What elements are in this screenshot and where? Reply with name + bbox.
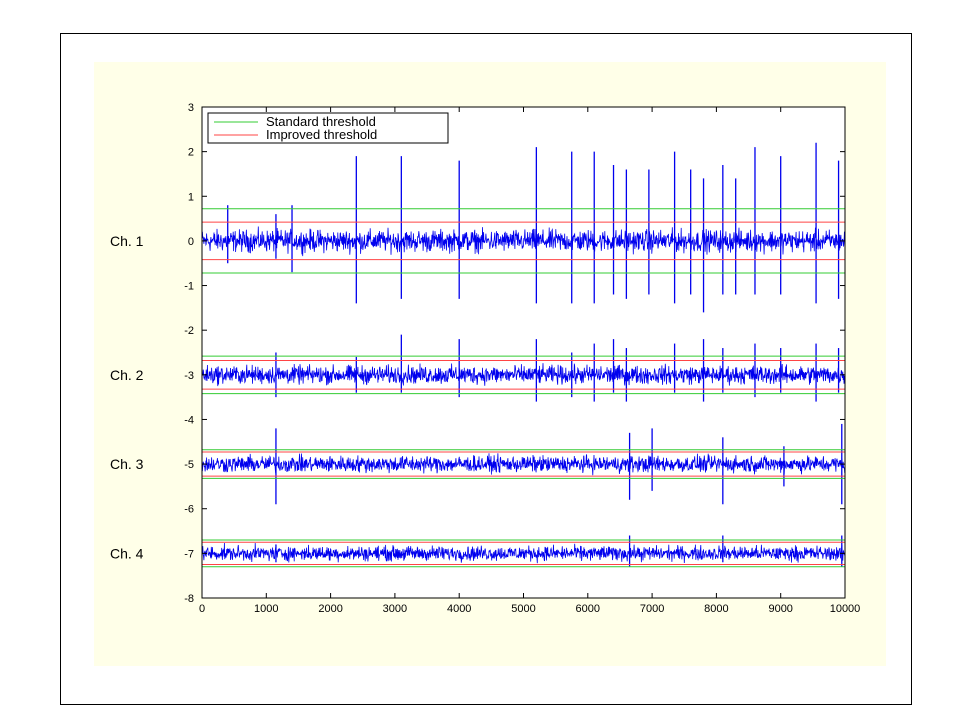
channel-label-1: Ch. 1 [110, 233, 144, 249]
y-tick-label-6: -3 [184, 370, 194, 382]
x-tick-label-2: 2000 [318, 603, 342, 615]
signal-trace-4 [201, 542, 846, 564]
y-tick-label-11: -8 [184, 593, 194, 605]
x-tick-label-1: 1000 [254, 603, 278, 615]
y-tick-label-1: 2 [188, 147, 194, 159]
x-axis: 0 1000 2000 3000 4000 5000 6000 7000 8000 9000 100… [199, 107, 860, 615]
signal-trace-3 [201, 453, 846, 476]
y-tick-label-10: -7 [184, 548, 194, 560]
x-tick-label-8: 8000 [704, 603, 728, 615]
y-tick-label-9: -6 [184, 504, 194, 516]
y-tick-label-2: 1 [188, 191, 194, 203]
x-tick-label-4: 4000 [447, 603, 471, 615]
threshold-lines [202, 208, 845, 568]
slide-frame [60, 33, 912, 705]
x-tick-label-3: 3000 [383, 603, 407, 615]
y-tick-label-7: -4 [184, 414, 194, 426]
channel-label-2: Ch. 2 [110, 367, 144, 383]
x-tick-label-6: 6000 [576, 603, 600, 615]
channel-label-3: Ch. 3 [110, 456, 144, 472]
y-tick-label-5: -2 [184, 325, 194, 337]
y-tick-label-0: 3 [188, 102, 194, 114]
y-tick-label-4: -1 [184, 281, 194, 293]
x-tick-label-7: 7000 [640, 603, 664, 615]
y-tick-label-8: -5 [184, 459, 194, 471]
x-tick-label-9: 9000 [768, 603, 792, 615]
y-axis: 3 2 1 0 -1 -2 -3 -4 -5 -6 -7 -8 [184, 102, 845, 605]
signal-trace-1 [201, 226, 846, 257]
plot-area [202, 107, 845, 598]
legend-label-2: Improved threshold [266, 127, 377, 142]
legend-label-1: Standard threshold [266, 114, 376, 129]
y-tick-label-3: 0 [188, 236, 194, 248]
signals [201, 142, 846, 567]
legend-box [207, 112, 449, 144]
signal-trace-2 [201, 363, 846, 387]
channel-label-4: Ch. 4 [110, 545, 144, 561]
channel-labels: Ch. 1 Ch. 2 Ch. 3 Ch. 4 [110, 233, 144, 561]
x-tick-label-10: 10000 [830, 603, 861, 615]
x-tick-label-5: 5000 [511, 603, 535, 615]
x-tick-label-0: 0 [199, 603, 205, 615]
